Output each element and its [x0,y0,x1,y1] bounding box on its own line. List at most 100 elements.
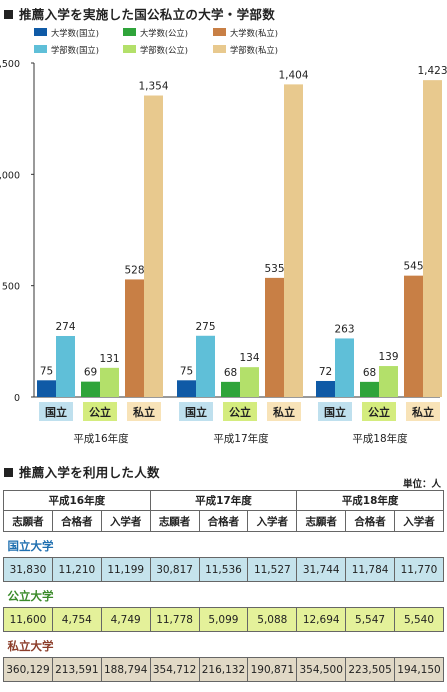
bar-value-label: 274 [55,321,75,333]
legend-swatch [34,45,47,53]
table-cell: 4,749 [100,607,151,632]
table-cell: 213,591 [51,657,102,682]
bar-value-label: 1,404 [278,69,308,81]
legend-swatch [213,45,226,53]
bar [196,335,215,397]
sub-category-label: 公立 [368,405,390,419]
bar [100,367,119,397]
bar [360,381,379,397]
year-header-row: 平成16年度 平成17年度 平成18年度 [3,490,444,511]
table-cell: 354,500 [296,657,347,682]
bar-value-label: 1,354 [138,81,168,93]
table-cell: 11,536 [198,557,249,582]
bar-value-label: 535 [264,263,284,275]
category-label: 公立大学 [7,589,54,603]
sub-label-box [83,402,117,421]
category-row: 公立大学 [4,582,444,605]
bar-value-label: 69 [84,367,97,379]
bar-value-label: 72 [319,366,332,378]
bar [284,84,303,397]
bar-value-label: 263 [334,323,354,335]
table-section-title-text: 推薦入学を利用した人数 [19,465,160,480]
sub-label-box [39,402,73,421]
chart-section-title-text: 推薦入学を実施した国公私立の大学・学部数 [19,7,276,22]
bar [37,380,56,397]
table-cell: 31,744 [296,557,347,582]
square-bullet-icon [4,468,13,477]
table-cell: 216,132 [198,657,249,682]
bar-value-label: 68 [224,367,237,379]
column-header-cell: 合格者 [198,510,249,532]
table-cell: 223,505 [345,657,395,682]
table-cell: 188,794 [100,657,151,682]
bar [56,335,75,397]
bar-value-label: 545 [403,261,423,273]
column-header-cell: 合格者 [345,510,395,532]
sub-label-box [318,402,352,421]
table-cell: 5,099 [198,607,249,632]
bar-value-label: 528 [124,264,144,276]
sub-category-label: 公立 [229,405,251,419]
column-header-cell: 志願者 [3,510,53,532]
bar-value-label: 275 [195,321,215,333]
column-header-cell: 入学者 [247,510,298,532]
y-tick-label: 1,000 [0,170,20,181]
table-row: 360,129 213,591 188,794 354,712 216,132 190,8… [3,657,444,682]
x-category-label: 平成18年度 [352,432,408,445]
y-tick-label: 1,500 [0,59,20,70]
bar-value-label: 1,423 [417,65,447,77]
sub-category-label: 国立 [185,405,207,419]
bar [144,95,163,397]
bar [423,80,442,398]
legend-label: 学部数(私立) [230,45,278,55]
category-label: 国立大学 [7,539,54,553]
applicants-table: 平成16年度 平成17年度 平成18年度 志願者 合格者 入学者 志願者 合格者 入学者 志願者合… [3,490,444,682]
bar-value-label: 134 [239,352,259,364]
table-cell: 31,830 [3,557,53,582]
chart-section-title: 推薦入学を実施した国公私立の大学・学部数 [4,4,275,23]
table-row: 31,830 11,210 11,199 30,817 11,536 11,527 31,7… [3,557,444,582]
bar [316,380,335,397]
unit-label: 単位：人 [402,479,441,490]
sub-category-label: 私立 [412,405,434,419]
sub-category-label: 国立 [45,405,67,419]
legend-label: 学部数(国立) [51,45,99,55]
bar [379,366,398,397]
column-header-cell: 志願者 [296,510,347,532]
table-cell: 12,694 [296,607,347,632]
sub-category-label: 国立 [324,405,346,419]
y-tick-label: 0 [14,393,20,404]
table-cell: 11,210 [51,557,102,582]
category-label: 私立大学 [7,639,54,653]
x-category-label: 平成16年度 [73,432,129,445]
bar-value-label: 75 [180,365,193,377]
bar [335,338,354,397]
column-header-cell: 合格者 [51,510,102,532]
bar [240,367,259,397]
bar-chart: 大学数(国立) 大学数(公立) 大学数(私立) 学部数(国立) 学部数(公立) 学部数(私… [0,28,447,445]
sub-label-box [223,402,257,421]
table-cell: 190,871 [247,657,298,682]
column-header-row: 志願者 合格者 入学者 志願者 合格者 入学者 志願者 合格者 入学者 [3,510,444,532]
year-header-cell: 平成17年度 [149,490,298,511]
sub-category-label: 公立 [89,405,111,419]
year-header-cell: 平成16年度 [3,490,151,511]
legend-label: 大学数(公立) [140,28,188,38]
table-cell: 5,540 [394,607,444,632]
bar-value-label: 75 [40,365,53,377]
table-row: 11,600 4,754 4,749 11,778 5,099 5,088 12,694 5,… [3,607,444,632]
column-header-cell: 入学者 [394,510,444,532]
bar-value-label: 68 [363,367,376,379]
sub-category-label: 私立 [273,405,295,419]
sub-category-label: 私立 [133,405,155,419]
legend-label: 大学数(国立) [51,28,99,38]
x-category-label: 平成17年度 [213,432,269,445]
sub-label-box [267,402,301,421]
bar-value-label: 139 [378,351,398,363]
table-section-title: 推薦入学を利用した人数 [4,462,160,481]
bar-value-label: 131 [99,353,119,365]
table-cell: 11,199 [100,557,151,582]
sub-label-box [127,402,161,421]
legend-swatch [123,28,136,36]
table-cell: 11,770 [394,557,444,582]
